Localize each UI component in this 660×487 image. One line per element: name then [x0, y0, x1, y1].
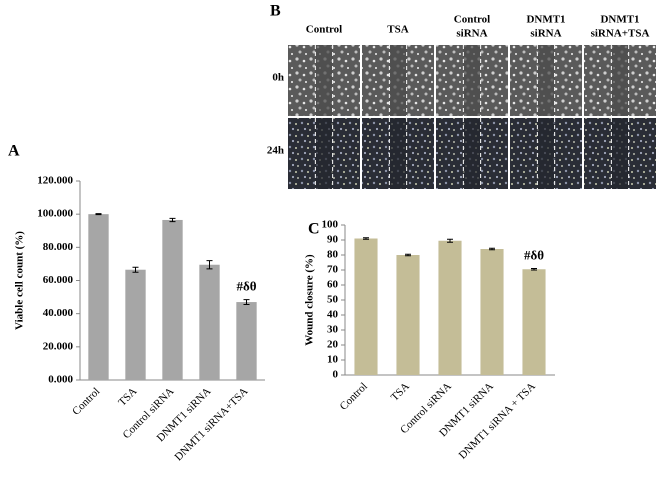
wound-gap — [389, 118, 407, 189]
column-label: siRNA+TSA — [591, 28, 650, 40]
bar — [480, 249, 504, 375]
error-bar — [405, 253, 411, 257]
bar — [236, 302, 257, 380]
column-label: siRNA — [530, 28, 561, 40]
panel-label: B — [270, 3, 281, 20]
y-tick-label: 10 — [327, 354, 339, 366]
column-label: DNMT1 — [526, 14, 565, 26]
x-tick-label: TSA — [389, 380, 412, 403]
y-tick-label: 20 — [327, 339, 339, 351]
error-bar — [531, 268, 537, 271]
column-label: Control — [306, 24, 342, 36]
y-tick-label: 60.000 — [43, 274, 74, 286]
y-tick-label: 80.000 — [43, 241, 74, 253]
error-bar — [489, 247, 495, 251]
wound-gap — [315, 45, 333, 116]
bar — [125, 269, 146, 380]
wound-gap — [389, 45, 407, 116]
wound-gap — [463, 45, 481, 116]
y-tick-label: 40 — [327, 309, 339, 321]
wound-gap — [611, 45, 629, 116]
y-tick-label: 90 — [327, 234, 339, 246]
y-tick-label: 20.000 — [43, 340, 74, 352]
column-label: siRNA — [456, 28, 487, 40]
row-label: 24h — [267, 145, 284, 157]
y-tick-label: 60 — [327, 279, 339, 291]
x-tick-label: DNMT1 siRNA+TSA — [172, 385, 250, 463]
column-label: Control — [454, 14, 490, 26]
x-tick-label: DNMT1 siRNA + TSA — [457, 380, 538, 461]
column-label: DNMT1 — [600, 14, 639, 26]
y-tick-label: 50 — [327, 294, 339, 306]
error-bar — [363, 237, 369, 240]
error-bar — [447, 238, 453, 243]
bar — [396, 255, 420, 375]
bar — [199, 264, 220, 380]
bar — [522, 269, 546, 375]
x-tick-label: Control — [70, 385, 102, 417]
y-tick-label: 0 — [333, 369, 339, 381]
error-bar — [95, 213, 102, 216]
y-tick-label: 0.000 — [48, 374, 73, 386]
annotation: #δθ — [524, 247, 544, 262]
y-tick-label: 80 — [327, 249, 339, 261]
wound-gap — [537, 118, 555, 189]
y-tick-label: 70 — [327, 264, 339, 276]
row-label: 0h — [272, 72, 284, 84]
error-bar — [169, 217, 176, 223]
panel-label: A — [8, 143, 20, 160]
x-tick-label: Control — [338, 380, 370, 412]
wound-gap — [537, 45, 555, 116]
error-bar — [206, 260, 213, 270]
annotation: #δθ — [236, 279, 256, 294]
wound-gap — [315, 118, 333, 189]
y-tick-label: 120.000 — [37, 175, 73, 187]
wound-gap — [611, 118, 629, 189]
y-tick-label: 30 — [327, 324, 339, 336]
y-tick-label: 100 — [322, 219, 339, 231]
error-bar — [132, 266, 139, 273]
bar — [438, 240, 462, 375]
y-axis-label: Viable cell count (%) — [14, 231, 26, 330]
bar — [88, 214, 109, 380]
bar — [354, 238, 378, 375]
y-tick-label: 100.000 — [37, 208, 73, 220]
y-tick-label: 40.000 — [43, 307, 74, 319]
y-axis-label: Wound closure (%) — [304, 254, 316, 346]
column-label: TSA — [387, 24, 408, 36]
error-bar — [243, 299, 250, 306]
panel-label: C — [308, 221, 320, 238]
bar — [162, 219, 183, 380]
x-tick-label: TSA — [116, 385, 139, 408]
wound-gap — [463, 118, 481, 189]
